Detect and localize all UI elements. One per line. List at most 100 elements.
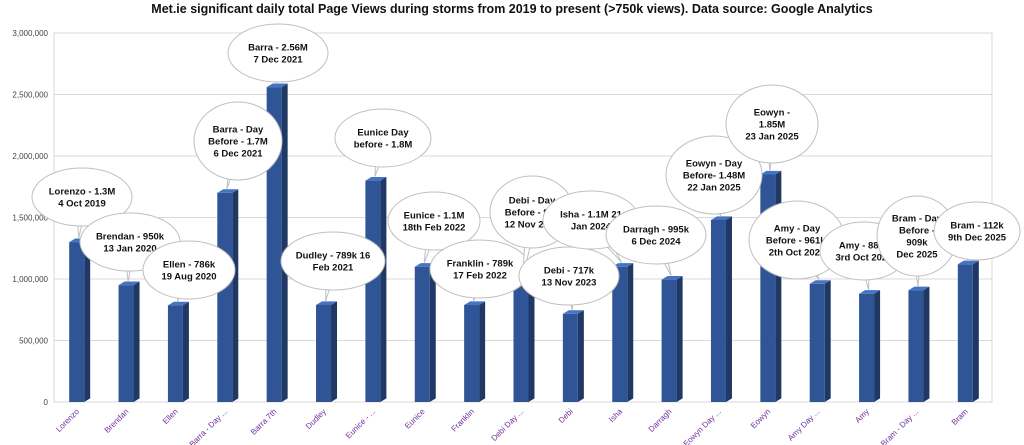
bar-front (118, 285, 134, 402)
x-tick-label: Eunice - ... (344, 407, 377, 440)
x-tick-label: Franklin (450, 407, 476, 433)
callout-label: Franklin - 789k (447, 259, 514, 270)
callout-label: 19 Aug 2020 (161, 272, 216, 283)
bar (316, 301, 338, 402)
x-tick-label: Bram - Day ... (879, 407, 920, 445)
bar-front (217, 192, 233, 402)
x-tick-label: Barra - Day ... (188, 407, 230, 445)
bar-front (316, 304, 332, 402)
callout-label: 18th Feb 2022 (403, 223, 466, 234)
bar-top (957, 260, 979, 265)
callout-label: Before - (899, 226, 935, 237)
callout-label: Before - 961k, (766, 236, 828, 247)
bar-top (365, 177, 387, 181)
bar-side (627, 263, 634, 402)
bar-top (809, 280, 831, 284)
callout-label: Dudley - 789k 16 (296, 251, 370, 262)
bars (69, 83, 979, 403)
callout-label: Darragh - 995k (623, 225, 690, 236)
bar-top (562, 310, 584, 314)
bar-side (84, 238, 91, 402)
bar-side (972, 260, 979, 402)
x-tick-label: Eowyn Day ... (682, 407, 723, 445)
callout-label: Eowyn - (754, 108, 790, 119)
bar-side (725, 216, 732, 402)
callout-label: Dec 2025 (896, 250, 938, 261)
bar-front (464, 304, 480, 402)
bar-top (760, 170, 782, 175)
x-tick-label: Eowyn (749, 407, 772, 430)
bar-top (217, 189, 239, 193)
callout-bubble (933, 201, 1021, 261)
bar-top (167, 301, 189, 306)
x-tick-label: Debi (557, 407, 575, 425)
bar-side (923, 286, 930, 402)
bar-front (661, 279, 677, 402)
callout-bubble (142, 240, 236, 300)
bar-top (859, 290, 881, 294)
bar-front (365, 180, 381, 402)
callout-label: 13 Jan 2020 (103, 244, 156, 255)
bar (513, 277, 535, 402)
bar (217, 189, 239, 402)
y-tick-label: 1,500,000 (12, 214, 48, 223)
callout-label: Amy - Day (774, 224, 821, 235)
callout-label: Isha - 1.1M 21 (560, 210, 622, 221)
x-tick-label: Amy (853, 407, 871, 425)
bar-side (479, 301, 486, 402)
callout: Lorenzo - 1.3M4 Oct 2019 (31, 167, 133, 239)
bar-front (859, 293, 875, 402)
callout-label: Debi - Day (509, 196, 556, 207)
x-tick-label: Barra 7th (249, 407, 279, 437)
bar-front (562, 313, 578, 402)
callout-label: Debi - 717k (544, 266, 595, 277)
chart-title: Met.ie significant daily total Page View… (151, 2, 873, 16)
callout-label: 17 Feb 2022 (453, 271, 507, 282)
y-tick-label: 3,000,000 (12, 29, 48, 38)
x-tick-label: Bram (950, 407, 970, 427)
bar (365, 177, 387, 402)
callout-bubble (280, 231, 386, 291)
bar (69, 238, 91, 402)
y-tick-label: 2,500,000 (12, 91, 48, 100)
bar (908, 286, 930, 402)
bar-front (69, 242, 85, 402)
bar-front (957, 264, 973, 402)
bar (562, 310, 584, 402)
callout-label: Before - 984 (505, 208, 560, 219)
callout-label: Bram - Day (892, 214, 943, 225)
bar-side (577, 310, 584, 402)
x-axis: Lorenzo Brendan Ellen Barra - Day ... Barra … (54, 407, 970, 445)
x-tick-label: Amy Day ... (786, 407, 822, 443)
bar-front (167, 305, 183, 402)
callout-label: Bram - 112k (950, 221, 1004, 232)
x-tick-label: Ellen (161, 407, 180, 426)
callout-bubble (193, 101, 283, 181)
callout-label: 1.85M (759, 120, 785, 131)
bar-front (908, 290, 924, 402)
x-tick-label: Debi Day ... (489, 407, 525, 443)
callout-label: 9th Dec 2025 (948, 233, 1007, 244)
bar (167, 301, 189, 402)
x-tick-label: Darragh (647, 407, 674, 434)
callout-label: 7 Dec 2021 (253, 55, 303, 66)
bar-side (182, 301, 189, 402)
callout-label: Barra - 2.56M (248, 43, 308, 54)
bar-top (266, 83, 288, 88)
bar-side (281, 83, 288, 403)
callout-label: Amy - 880k (839, 241, 890, 252)
callout-label: Before - 1.7M (208, 137, 268, 148)
bar (957, 260, 979, 402)
x-tick-label: Eunice (403, 407, 427, 431)
bar (809, 280, 831, 402)
bar-front (513, 280, 529, 402)
x-tick-label: Lorenzo (54, 407, 81, 434)
bar-side (874, 290, 881, 402)
